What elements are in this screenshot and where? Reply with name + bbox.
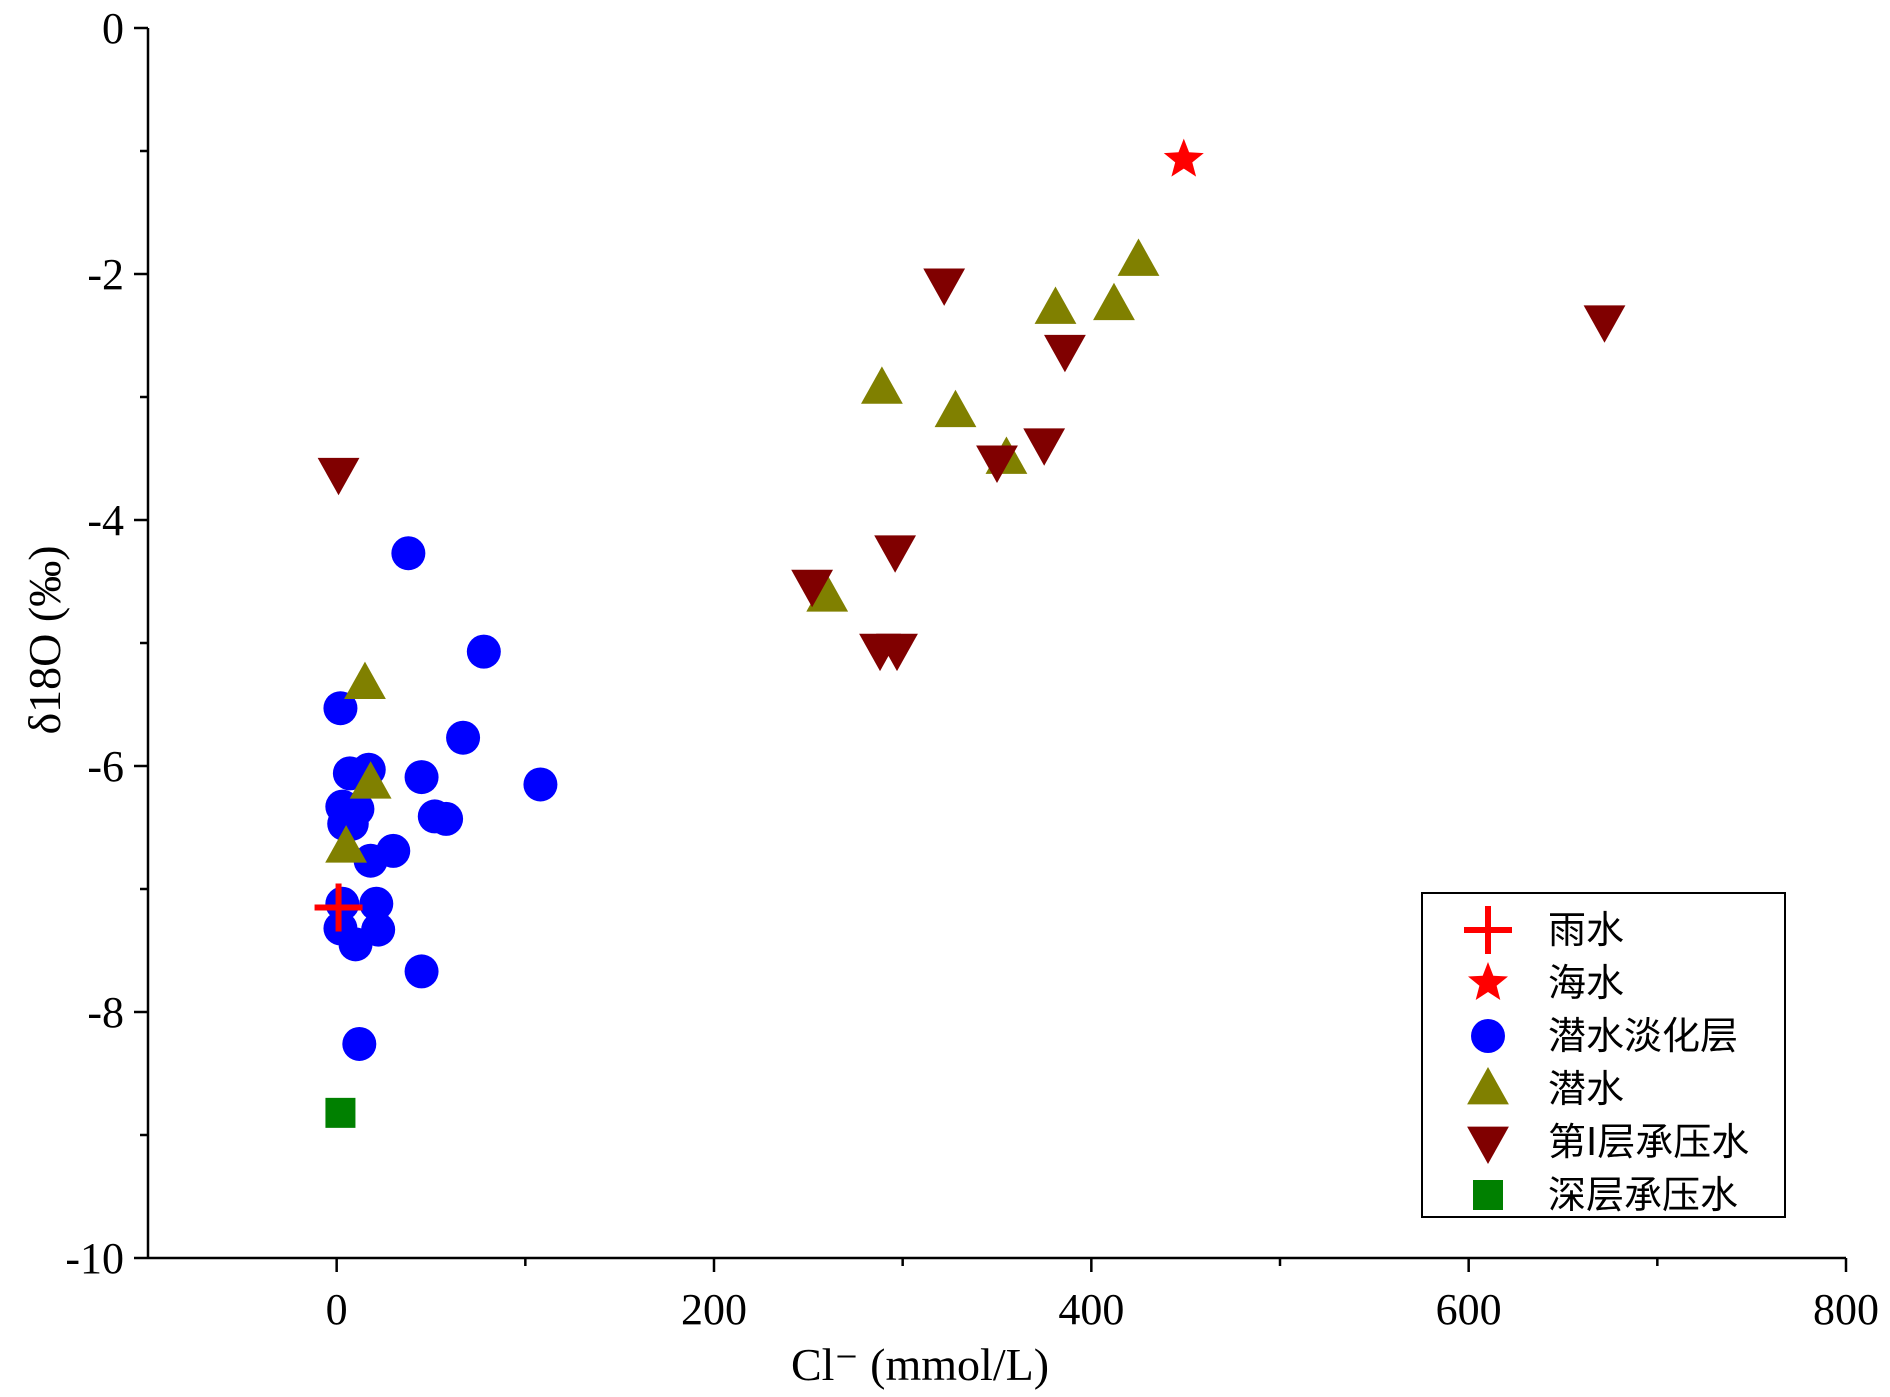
legend-marker	[1467, 1126, 1509, 1164]
x-tick-label: 0	[326, 1285, 348, 1334]
legend-item: 潜水淡化层	[1471, 1014, 1738, 1058]
x-tick-label: 800	[1813, 1285, 1879, 1334]
data-point	[325, 825, 367, 863]
y-tick-label: -8	[87, 988, 124, 1037]
legend-item: 潜水	[1467, 1067, 1624, 1111]
data-point	[323, 691, 358, 726]
legend-marker	[1467, 1067, 1509, 1105]
data-point	[359, 886, 394, 921]
data-point	[523, 767, 558, 802]
data-point	[338, 927, 373, 962]
legend-box	[1421, 892, 1786, 1218]
data-point	[806, 574, 849, 612]
data-point	[1023, 428, 1066, 466]
data-points	[314, 138, 1626, 1128]
data-point	[317, 457, 360, 496]
x-axis-title: Cl⁻ (mmol/L)	[791, 1339, 1049, 1390]
data-point	[404, 760, 439, 795]
legend-label: 潜水	[1548, 1067, 1624, 1111]
data-point	[466, 634, 501, 669]
legend-marker	[1468, 962, 1508, 1000]
legend-item: 雨水	[1464, 906, 1624, 954]
data-point	[934, 389, 977, 428]
data-point	[876, 633, 918, 672]
legend-item: 深层承压水	[1473, 1173, 1738, 1217]
y-tick-label: -4	[87, 496, 124, 545]
legend-item: 海水	[1468, 961, 1624, 1005]
legend-marker	[1464, 906, 1512, 954]
legend-label: 深层承压水	[1548, 1173, 1738, 1217]
data-point	[325, 886, 360, 921]
legend-label: 海水	[1548, 961, 1624, 1005]
data-point	[861, 366, 903, 404]
legend-marker	[1473, 1180, 1503, 1210]
data-point	[446, 720, 481, 755]
data-point	[1034, 286, 1077, 324]
x-tick-label: 400	[1058, 1285, 1124, 1334]
y-ticks: 0 -2 -4 -6 -8 -10	[65, 4, 148, 1283]
series-4	[317, 268, 1626, 672]
y-tick-label: -2	[87, 250, 124, 299]
data-point	[344, 661, 386, 699]
series-3	[325, 238, 1160, 863]
data-point	[353, 843, 388, 878]
legend-label: 第I层承压水	[1548, 1120, 1749, 1164]
data-point	[1044, 334, 1086, 373]
data-point	[391, 536, 426, 571]
legend-marker	[1471, 1019, 1505, 1053]
data-point	[1117, 238, 1160, 276]
data-point	[1163, 138, 1204, 177]
x-tick-label: 200	[681, 1285, 747, 1334]
x-tick-label: 600	[1436, 1285, 1502, 1334]
data-point	[874, 535, 917, 573]
series-5	[325, 1097, 356, 1128]
y-tick-label: -6	[87, 742, 124, 791]
legend-label: 潜水淡化层	[1548, 1014, 1738, 1058]
y-tick-label: 0	[102, 4, 124, 53]
legend-item: 第I层承压水	[1467, 1120, 1749, 1164]
y-axis-title: δ18O (‰)	[19, 545, 70, 734]
x-ticks: 0 200 400 600 800	[326, 1258, 1879, 1334]
data-point	[342, 1026, 377, 1061]
data-point	[404, 954, 439, 989]
data-point	[1093, 282, 1135, 321]
data-point	[314, 883, 363, 932]
data-point	[1583, 305, 1626, 343]
series-1	[1163, 138, 1204, 177]
data-point	[976, 445, 1018, 483]
y-tick-label: -10	[65, 1234, 124, 1283]
data-point	[325, 1097, 356, 1128]
legend-label: 雨水	[1548, 908, 1624, 952]
data-point	[791, 569, 834, 608]
axes: 0 200 400 600 800 0 -2 -4 -6 -8 -10	[65, 4, 1879, 1334]
data-point	[429, 801, 464, 836]
data-point	[923, 268, 966, 306]
series-0	[314, 883, 363, 932]
data-point	[349, 761, 392, 799]
series-2	[323, 536, 558, 1061]
